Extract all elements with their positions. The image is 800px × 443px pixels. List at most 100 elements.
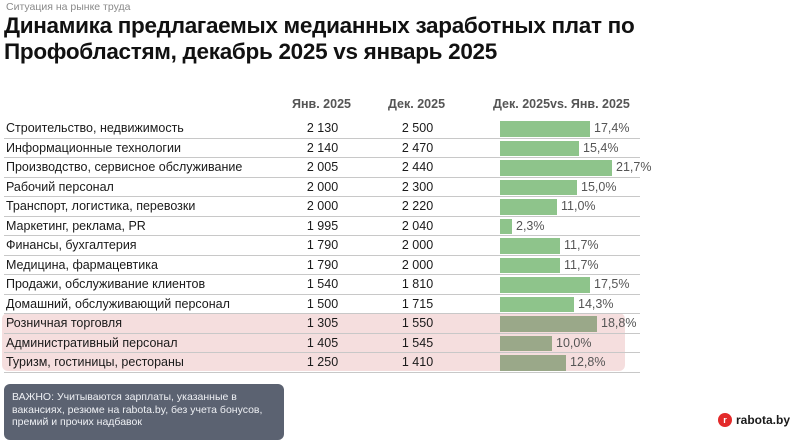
row-category: Маркетинг, реклама, PR <box>6 218 146 233</box>
change-label: 11,0% <box>561 199 596 213</box>
change-label: 11,7% <box>564 238 599 252</box>
row-divider <box>4 176 640 178</box>
change-bar <box>500 218 512 234</box>
row-category: Производство, сервисное обслуживание <box>6 160 243 174</box>
value-dec: 2 040 <box>401 218 434 233</box>
table-row: Строительство, недвижимость 2 130 2 500 17,… <box>0 119 640 139</box>
salary-table: Строительство, недвижимость 2 130 2 500 17,… <box>0 119 651 373</box>
note-box: ВАЖНО: Учитываются зарплаты, указанные в… <box>4 384 284 440</box>
change-label: 15,4% <box>583 140 619 155</box>
change-bar <box>500 335 552 351</box>
section-label: Ситуация на рынке труда <box>6 1 131 13</box>
value-jan: 2 130 <box>306 121 339 135</box>
change-label: 10,0% <box>556 335 592 350</box>
change-bar <box>500 355 566 371</box>
value-jan: 1 790 <box>306 238 339 252</box>
row-category: Транспорт, логистика, перевозки <box>6 199 196 213</box>
table-row: Административный персонал 1 405 1 545 10,0% <box>0 334 640 353</box>
value-dec: 1 410 <box>401 355 434 369</box>
change-label: 21,7% <box>616 160 652 174</box>
rabota-logo-icon: r <box>717 413 732 427</box>
change-label: 11,7% <box>564 257 599 272</box>
value-jan: 1 305 <box>306 316 339 330</box>
value-dec: 2 000 <box>401 238 434 252</box>
change-bar <box>500 140 579 156</box>
row-divider <box>4 157 640 158</box>
table-row: Розничная торговля 1 305 1 550 18,8% <box>0 314 640 334</box>
value-dec: 2 470 <box>401 140 434 155</box>
row-category: Строительство, недвижимость <box>6 121 184 135</box>
value-jan: 1 995 <box>306 218 339 233</box>
value-jan: 1 405 <box>306 335 339 350</box>
value-jan: 1 540 <box>306 277 339 291</box>
change-bar <box>500 160 612 176</box>
change-bar <box>500 316 597 332</box>
change-bar <box>500 257 560 273</box>
row-category: Финансы, бухгалтерия <box>6 238 137 252</box>
row-category: Домашний, обслуживающий персонал <box>6 296 230 311</box>
value-dec: 1 810 <box>401 277 434 291</box>
change-bar <box>500 277 590 293</box>
row-divider <box>4 137 640 139</box>
row-category: Продажи, обслуживание клиентов <box>6 277 206 291</box>
table-row: Информационные технологии 2 140 2 470 15,4% <box>0 139 640 158</box>
change-label: 17,4% <box>594 121 630 135</box>
value-dec: 1 715 <box>401 296 434 311</box>
table-row: Туризм, гостиницы, рестораны 1 250 1 410 12… <box>0 353 640 373</box>
table-row: Рабочий персонал 2 000 2 300 15,0% <box>0 178 640 197</box>
value-dec: 1 545 <box>401 335 434 350</box>
page-title: Динамика предлагаемых медианных заработн… <box>4 13 635 64</box>
change-label: 17,5% <box>594 277 630 291</box>
row-category: Рабочий персонал <box>6 179 114 194</box>
table-row: Медицина, фармацевтика 1 790 2 000 11,7% <box>0 256 640 275</box>
value-dec: 2 440 <box>401 160 434 174</box>
change-label: 12,8% <box>570 355 606 369</box>
row-category: Медицина, фармацевтика <box>6 257 158 272</box>
change-bar <box>500 296 574 312</box>
value-dec: 2 500 <box>401 121 434 135</box>
change-label: 14,3% <box>578 296 614 311</box>
value-dec: 1 550 <box>401 316 434 330</box>
row-category: Туризм, гостиницы, рестораны <box>6 355 184 369</box>
brand-name: rabota.by <box>735 413 790 427</box>
change-label: 18,8% <box>601 316 637 330</box>
row-divider <box>4 293 640 295</box>
row-divider <box>4 235 640 236</box>
value-jan: 1 500 <box>306 296 339 311</box>
row-category: Административный персонал <box>6 335 178 350</box>
change-bar <box>500 121 590 137</box>
value-jan: 2 005 <box>306 160 339 174</box>
row-divider <box>4 274 640 275</box>
value-jan: 1 790 <box>306 257 339 272</box>
value-dec: 2 300 <box>401 179 434 194</box>
change-label: 15,0% <box>581 179 617 194</box>
table-row: Домашний, обслуживающий персонал 1 500 1 7… <box>0 295 640 314</box>
table-row: Маркетинг, реклама, PR 1 995 2 040 2,3% <box>0 217 640 236</box>
value-dec: 2 220 <box>401 199 434 213</box>
change-label: 2,3% <box>516 218 545 233</box>
row-category: Информационные технологии <box>6 140 181 155</box>
table-row: Транспорт, логистика, перевозки 2 000 2 22… <box>0 197 640 217</box>
column-header-dec: Дек. 2025 <box>388 97 446 111</box>
value-jan: 2 000 <box>306 179 339 194</box>
row-divider <box>4 254 640 256</box>
table-row: Производство, сервисное обслуживание 2 00… <box>0 158 651 178</box>
value-dec: 2 000 <box>401 257 434 272</box>
row-divider <box>4 332 640 334</box>
row-divider <box>4 371 640 373</box>
column-header-jan: Янв. 2025 <box>292 97 351 111</box>
row-divider <box>4 352 640 353</box>
row-divider <box>4 196 640 197</box>
table-row: Продажи, обслуживание клиентов 1 540 1 810… <box>0 275 640 295</box>
row-category: Розничная торговля <box>6 316 122 330</box>
table-row: Финансы, бухгалтерия 1 790 2 000 11,7% <box>0 236 640 256</box>
column-header-change: Дек. 2025vs. Янв. 2025 <box>493 97 630 111</box>
value-jan: 1 250 <box>306 355 339 369</box>
change-bar <box>500 179 577 195</box>
change-bar <box>500 238 560 254</box>
change-bar <box>500 199 557 215</box>
row-divider <box>4 215 640 217</box>
value-jan: 2 140 <box>306 140 339 155</box>
brand-logo: r rabota.by <box>717 413 790 427</box>
value-jan: 2 000 <box>306 199 339 213</box>
